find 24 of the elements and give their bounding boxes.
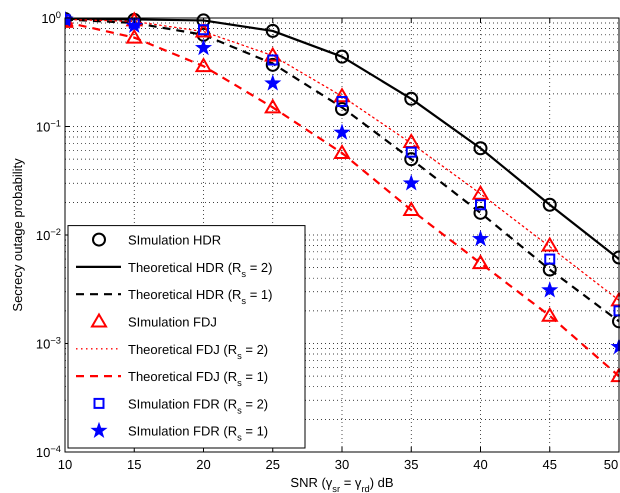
- x-tick-label: 45: [542, 457, 557, 472]
- legend-label: Theoretical HDR (R$_{s}$ = 1): [128, 287, 272, 306]
- legend-label: Theoretical HDR (R$_{s}$ = 2): [128, 260, 272, 279]
- x-tick-label: 15: [127, 457, 142, 472]
- y-axis-title: Secrecy outage probability: [10, 158, 25, 312]
- x-axis-title: SNR (γ$_{sr}$ = γ$_{rd}$) dB: [290, 475, 394, 493]
- y-tick-label: 10$^{−1}$: [36, 118, 61, 134]
- x-tick-label: 50: [604, 457, 618, 472]
- x-tick-label: 35: [404, 457, 418, 472]
- y-tick-label: 10$^{0}$: [41, 10, 61, 26]
- y-tick-label: 10$^{−2}$: [36, 227, 61, 243]
- legend-label: SImulation HDR: [128, 232, 222, 248]
- legend-label: Theoretical FDJ (R$_{s}$ = 1): [128, 369, 268, 388]
- y-tick-label: 10$^{−4}$: [36, 444, 61, 460]
- x-tick-label: 40: [473, 457, 488, 472]
- legend-label: Theoretical FDJ (R$_{s}$ = 2): [128, 342, 268, 361]
- legend-label: SImulation FDR (R$_{s}$ = 1): [128, 424, 268, 443]
- x-tick-label: 30: [334, 457, 350, 472]
- x-tick-label: 20: [196, 457, 211, 472]
- x-tick-label: 10: [58, 457, 72, 472]
- legend-label: SImulation FDJ: [128, 314, 217, 330]
- x-tick-label: 25: [266, 457, 280, 472]
- legend-label: SImulation FDR (R$_{s}$ = 2): [128, 396, 268, 416]
- y-tick-label: 10$^{−3}$: [36, 336, 61, 352]
